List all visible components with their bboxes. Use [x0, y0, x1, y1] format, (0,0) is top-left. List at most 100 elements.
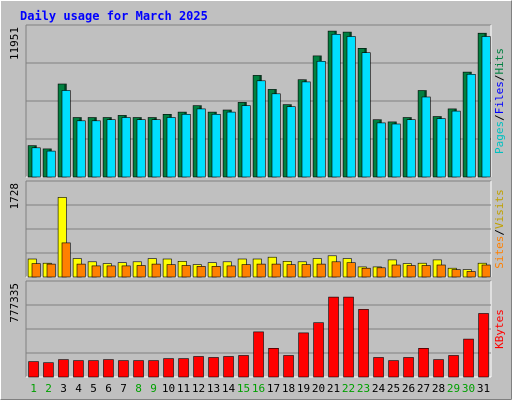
- bar-sites-day-4: [76, 263, 86, 278]
- bar-files-day-30: [466, 74, 476, 178]
- bar-files-day-25: [391, 123, 401, 178]
- bar-kbytes-day-24: [373, 357, 384, 378]
- bar-kbytes-day-30: [463, 338, 474, 378]
- bar-kbytes-day-22: [343, 296, 354, 378]
- x-tick-label: 3: [60, 382, 67, 395]
- bar-sites-day-13: [211, 266, 221, 278]
- bar-kbytes-day-14: [223, 356, 234, 378]
- x-tick-label: 2: [45, 382, 52, 395]
- chart-title: Daily usage for March 2025: [20, 9, 208, 23]
- x-tick-label: 17: [267, 382, 280, 395]
- x-tick-label: 18: [282, 382, 295, 395]
- legend-pages: Pages: [493, 121, 506, 154]
- bar-files-day-24: [376, 122, 386, 178]
- bar-sites-day-31: [481, 264, 491, 278]
- x-tick-label: 12: [192, 382, 205, 395]
- panel-visits-sites: 1728 Sites/Visits: [8, 180, 506, 278]
- bar-kbytes-day-20: [313, 322, 324, 378]
- bar-files-day-20: [316, 60, 326, 178]
- bar-files-day-4: [76, 120, 86, 178]
- bar-sites-day-28: [436, 264, 446, 278]
- bar-files-day-16: [256, 80, 266, 178]
- bar-files-day-12: [196, 108, 206, 178]
- bar-kbytes-day-18: [283, 355, 294, 378]
- bar-files-day-31: [481, 36, 491, 178]
- x-tick-label: 13: [207, 382, 220, 395]
- bar-sites-day-30: [466, 271, 476, 278]
- bar-kbytes-day-7: [118, 360, 129, 378]
- bar-sites-day-6: [106, 265, 116, 278]
- bar-kbytes-day-8: [133, 360, 144, 378]
- bar-kbytes-day-5: [88, 360, 99, 378]
- x-tick-label: 21: [327, 382, 340, 395]
- bar-sites-day-16: [256, 263, 266, 278]
- bar-kbytes-day-12: [193, 356, 204, 378]
- x-tick-label: 22: [342, 382, 355, 395]
- bar-kbytes-day-21: [328, 296, 339, 378]
- x-tick-label: 6: [105, 382, 112, 395]
- bar-files-day-21: [331, 33, 341, 178]
- x-tick-label: 14: [222, 382, 236, 395]
- bar-sites-day-12: [196, 266, 206, 278]
- bar-sites-day-2: [46, 263, 56, 278]
- bar-files-day-15: [241, 105, 251, 178]
- bar-sites-day-26: [406, 265, 416, 278]
- bar-files-day-9: [151, 119, 161, 178]
- x-tick-label: 1: [30, 382, 37, 395]
- x-tick-label: 30: [462, 382, 475, 395]
- bar-sites-day-27: [421, 265, 431, 278]
- bar-kbytes-day-2: [43, 362, 54, 378]
- bar-kbytes-day-27: [418, 347, 429, 378]
- series-legend: Sites/Visits: [493, 189, 506, 269]
- bar-kbytes-day-31: [478, 313, 489, 378]
- x-tick-label: 23: [357, 382, 370, 395]
- x-tick-label: 11: [177, 382, 190, 395]
- bar-sites-day-1: [31, 263, 41, 278]
- bar-sites-day-11: [181, 265, 191, 278]
- x-tick-label: 5: [90, 382, 97, 395]
- x-tick-label: 10: [162, 382, 175, 395]
- bar-kbytes-day-26: [403, 357, 414, 378]
- bar-kbytes-day-6: [103, 359, 114, 378]
- bar-kbytes-day-28: [433, 359, 444, 378]
- scale-label: 777335: [8, 283, 21, 323]
- x-tick-label: 31: [477, 382, 490, 395]
- legend-sites: Sites: [493, 236, 506, 269]
- bar-kbytes-day-9: [148, 360, 159, 378]
- bar-files-day-23: [361, 52, 371, 178]
- bar-files-day-8: [136, 119, 146, 178]
- bar-sites-day-3: [61, 242, 71, 278]
- bar-files-day-1: [31, 147, 41, 178]
- bar-files-day-14: [226, 111, 236, 178]
- bar-files-day-28: [436, 118, 446, 178]
- scale-label: 11951: [8, 27, 21, 60]
- bar-files-day-19: [301, 81, 311, 178]
- bar-files-day-29: [451, 110, 461, 178]
- bar-files-day-17: [271, 93, 281, 178]
- x-tick-label: 26: [402, 382, 415, 395]
- bar-kbytes-day-11: [178, 358, 189, 378]
- bar-files-day-10: [166, 117, 176, 178]
- bar-sites-day-24: [376, 267, 386, 278]
- legend-files: Files: [493, 81, 506, 114]
- bar-kbytes-day-16: [253, 331, 264, 378]
- bar-kbytes-day-29: [448, 355, 459, 378]
- x-tick-label: 19: [297, 382, 310, 395]
- bar-files-day-27: [421, 96, 431, 178]
- bar-sites-day-8: [136, 265, 146, 278]
- legend-hits: Hits: [493, 48, 506, 75]
- bar-kbytes-day-3: [58, 359, 69, 378]
- x-tick-label: 25: [387, 382, 400, 395]
- x-tick-label: 29: [447, 382, 460, 395]
- x-tick-label: 9: [150, 382, 157, 395]
- bar-files-day-6: [106, 119, 116, 178]
- panel-hits-files-pages: 11951 Pages/Files/Hits: [8, 24, 506, 178]
- bar-sites-day-15: [241, 264, 251, 278]
- bar-files-day-3: [61, 90, 71, 178]
- legend-visits: Visits: [493, 189, 506, 229]
- x-tick-label: 15: [237, 382, 250, 395]
- bar-sites-day-29: [451, 269, 461, 278]
- x-tick-label: 8: [135, 382, 142, 395]
- x-tick-label: 7: [120, 382, 127, 395]
